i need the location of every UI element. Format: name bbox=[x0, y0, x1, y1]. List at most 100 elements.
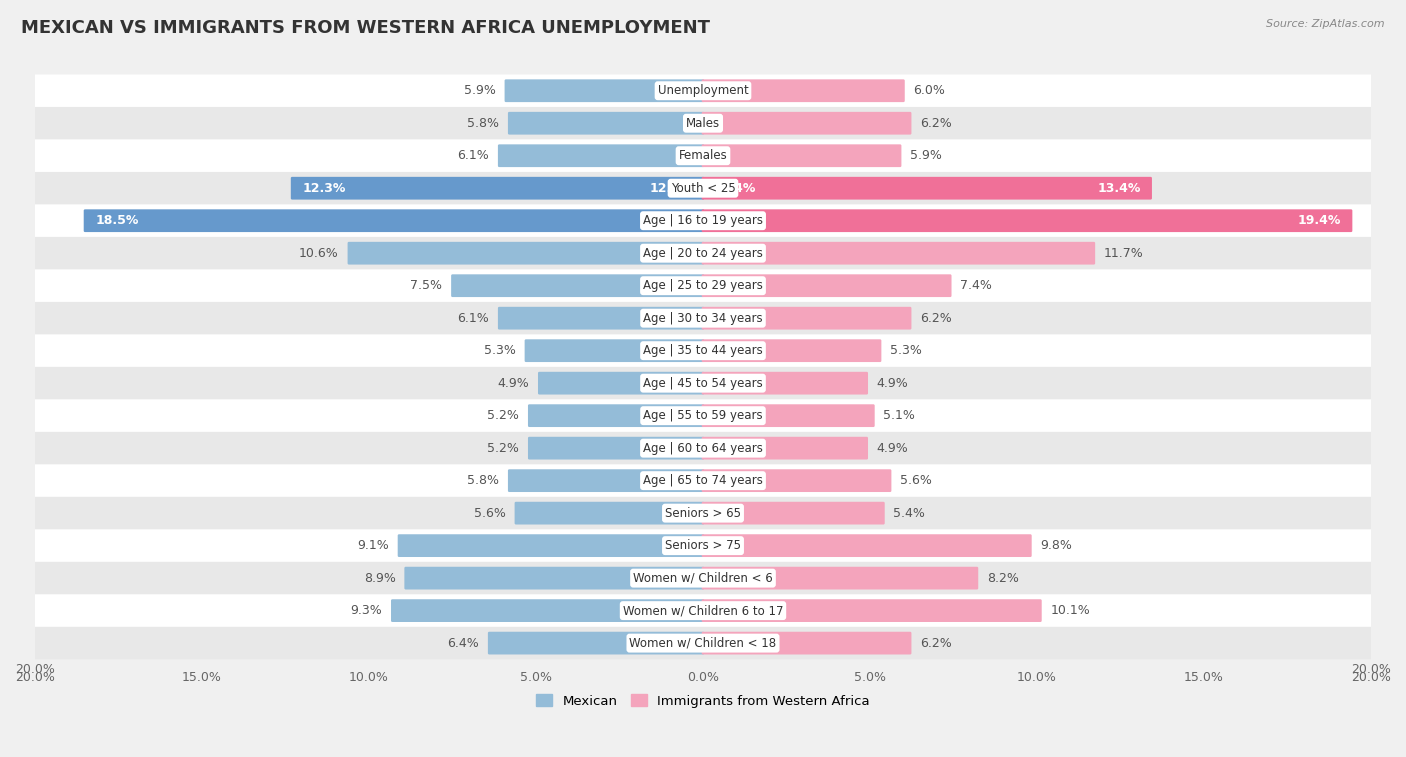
FancyBboxPatch shape bbox=[291, 177, 704, 200]
Text: 10.6%: 10.6% bbox=[299, 247, 339, 260]
Text: Women w/ Children 6 to 17: Women w/ Children 6 to 17 bbox=[623, 604, 783, 617]
FancyBboxPatch shape bbox=[702, 112, 911, 135]
Text: 5.8%: 5.8% bbox=[467, 117, 499, 129]
Text: 6.0%: 6.0% bbox=[914, 84, 945, 97]
Text: 20.0%: 20.0% bbox=[1351, 663, 1391, 676]
FancyBboxPatch shape bbox=[702, 473, 704, 488]
FancyBboxPatch shape bbox=[702, 210, 1353, 232]
Text: 7.4%: 7.4% bbox=[960, 279, 993, 292]
FancyBboxPatch shape bbox=[35, 302, 1371, 335]
Text: 6.1%: 6.1% bbox=[457, 149, 489, 162]
Text: 5.9%: 5.9% bbox=[910, 149, 942, 162]
Text: Age | 20 to 24 years: Age | 20 to 24 years bbox=[643, 247, 763, 260]
FancyBboxPatch shape bbox=[702, 79, 904, 102]
FancyBboxPatch shape bbox=[35, 464, 1371, 497]
FancyBboxPatch shape bbox=[702, 538, 704, 553]
Text: Age | 45 to 54 years: Age | 45 to 54 years bbox=[643, 377, 763, 390]
FancyBboxPatch shape bbox=[347, 241, 704, 264]
Text: 13.4%: 13.4% bbox=[1097, 182, 1140, 195]
Text: 18.5%: 18.5% bbox=[96, 214, 138, 227]
Text: Age | 25 to 29 years: Age | 25 to 29 years bbox=[643, 279, 763, 292]
Text: 19.4%: 19.4% bbox=[1298, 214, 1341, 227]
FancyBboxPatch shape bbox=[505, 79, 704, 102]
FancyBboxPatch shape bbox=[35, 529, 1371, 562]
FancyBboxPatch shape bbox=[702, 404, 875, 427]
Text: 5.3%: 5.3% bbox=[484, 344, 516, 357]
FancyBboxPatch shape bbox=[702, 246, 704, 260]
FancyBboxPatch shape bbox=[35, 74, 1371, 107]
FancyBboxPatch shape bbox=[405, 567, 704, 590]
FancyBboxPatch shape bbox=[702, 83, 704, 98]
Text: 4.9%: 4.9% bbox=[877, 441, 908, 455]
FancyBboxPatch shape bbox=[35, 269, 1371, 302]
Text: Seniors > 75: Seniors > 75 bbox=[665, 539, 741, 552]
FancyBboxPatch shape bbox=[529, 437, 704, 459]
Text: 8.2%: 8.2% bbox=[987, 572, 1019, 584]
FancyBboxPatch shape bbox=[35, 139, 1371, 172]
FancyBboxPatch shape bbox=[538, 372, 704, 394]
FancyBboxPatch shape bbox=[515, 502, 704, 525]
FancyBboxPatch shape bbox=[702, 603, 704, 618]
Text: 12.3%: 12.3% bbox=[302, 182, 346, 195]
Text: Age | 35 to 44 years: Age | 35 to 44 years bbox=[643, 344, 763, 357]
Text: 20.0%: 20.0% bbox=[15, 663, 55, 676]
FancyBboxPatch shape bbox=[35, 497, 1371, 529]
FancyBboxPatch shape bbox=[702, 145, 901, 167]
FancyBboxPatch shape bbox=[35, 367, 1371, 400]
Text: 5.9%: 5.9% bbox=[464, 84, 496, 97]
FancyBboxPatch shape bbox=[702, 148, 704, 163]
FancyBboxPatch shape bbox=[702, 339, 882, 362]
Text: Age | 65 to 74 years: Age | 65 to 74 years bbox=[643, 474, 763, 488]
FancyBboxPatch shape bbox=[84, 210, 704, 232]
FancyBboxPatch shape bbox=[702, 241, 1095, 264]
FancyBboxPatch shape bbox=[488, 632, 704, 655]
Text: 9.3%: 9.3% bbox=[350, 604, 382, 617]
Legend: Mexican, Immigrants from Western Africa: Mexican, Immigrants from Western Africa bbox=[531, 689, 875, 713]
FancyBboxPatch shape bbox=[702, 181, 704, 195]
Text: 5.2%: 5.2% bbox=[488, 410, 519, 422]
FancyBboxPatch shape bbox=[702, 636, 704, 650]
FancyBboxPatch shape bbox=[702, 116, 704, 130]
Text: 4.9%: 4.9% bbox=[498, 377, 529, 390]
Text: 5.4%: 5.4% bbox=[893, 506, 925, 519]
FancyBboxPatch shape bbox=[702, 441, 704, 455]
Text: 9.8%: 9.8% bbox=[1040, 539, 1073, 552]
Text: 8.9%: 8.9% bbox=[364, 572, 395, 584]
Text: 5.3%: 5.3% bbox=[890, 344, 922, 357]
FancyBboxPatch shape bbox=[702, 279, 704, 293]
FancyBboxPatch shape bbox=[508, 112, 704, 135]
Text: 6.4%: 6.4% bbox=[447, 637, 479, 650]
Text: Source: ZipAtlas.com: Source: ZipAtlas.com bbox=[1267, 19, 1385, 29]
FancyBboxPatch shape bbox=[702, 534, 1032, 557]
Text: 5.1%: 5.1% bbox=[883, 410, 915, 422]
FancyBboxPatch shape bbox=[35, 432, 1371, 464]
Text: Women w/ Children < 6: Women w/ Children < 6 bbox=[633, 572, 773, 584]
Text: 6.2%: 6.2% bbox=[920, 312, 952, 325]
Text: 5.6%: 5.6% bbox=[474, 506, 506, 519]
Text: 12.3%: 12.3% bbox=[650, 182, 693, 195]
FancyBboxPatch shape bbox=[702, 376, 704, 391]
FancyBboxPatch shape bbox=[498, 145, 704, 167]
FancyBboxPatch shape bbox=[702, 600, 1042, 622]
FancyBboxPatch shape bbox=[35, 594, 1371, 627]
Text: 5.6%: 5.6% bbox=[900, 474, 932, 488]
Text: 4.9%: 4.9% bbox=[877, 377, 908, 390]
Text: Age | 55 to 59 years: Age | 55 to 59 years bbox=[643, 410, 763, 422]
Text: Unemployment: Unemployment bbox=[658, 84, 748, 97]
Text: Females: Females bbox=[679, 149, 727, 162]
FancyBboxPatch shape bbox=[702, 506, 704, 520]
Text: 18.5%: 18.5% bbox=[650, 214, 693, 227]
Text: MEXICAN VS IMMIGRANTS FROM WESTERN AFRICA UNEMPLOYMENT: MEXICAN VS IMMIGRANTS FROM WESTERN AFRIC… bbox=[21, 19, 710, 37]
Text: Youth < 25: Youth < 25 bbox=[671, 182, 735, 195]
FancyBboxPatch shape bbox=[35, 204, 1371, 237]
FancyBboxPatch shape bbox=[524, 339, 704, 362]
FancyBboxPatch shape bbox=[702, 409, 704, 423]
Text: 11.7%: 11.7% bbox=[1104, 247, 1143, 260]
Text: 6.1%: 6.1% bbox=[457, 312, 489, 325]
FancyBboxPatch shape bbox=[702, 344, 704, 358]
FancyBboxPatch shape bbox=[702, 177, 1152, 200]
FancyBboxPatch shape bbox=[529, 404, 704, 427]
Text: Males: Males bbox=[686, 117, 720, 129]
FancyBboxPatch shape bbox=[35, 237, 1371, 269]
FancyBboxPatch shape bbox=[35, 400, 1371, 432]
